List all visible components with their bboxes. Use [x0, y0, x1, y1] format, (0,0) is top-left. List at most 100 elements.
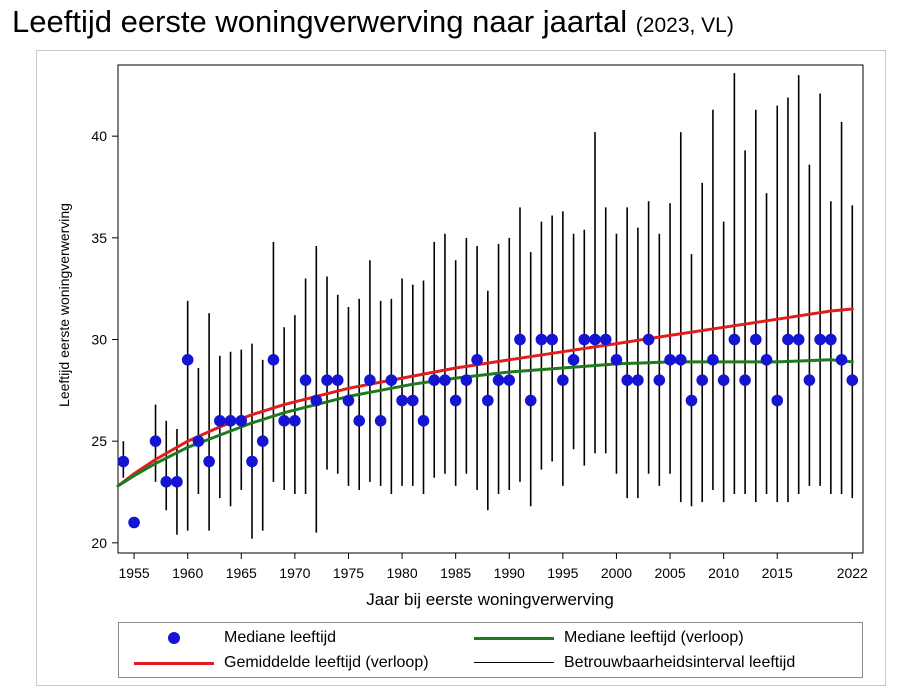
median-point: [449, 394, 462, 407]
legend-green-line-symbol: [474, 628, 554, 648]
x-tick-label: 1975: [333, 565, 364, 581]
x-tick-label: 1980: [386, 565, 417, 581]
median-point: [235, 415, 248, 427]
median-point: [782, 333, 794, 346]
median-point: [760, 354, 773, 366]
legend-black-line-symbol: [474, 653, 554, 673]
y-tick-label: 30: [91, 332, 107, 348]
median-point: [599, 333, 612, 346]
median-point: [503, 374, 516, 386]
median-point: [825, 333, 837, 346]
x-tick-label: 1970: [279, 565, 310, 581]
median-point: [546, 333, 558, 346]
median-point: [428, 374, 441, 386]
median-point: [321, 374, 333, 386]
x-tick-label: 2015: [762, 565, 793, 581]
x-axis-label: Jaar bij eerste woningverwerving: [366, 590, 614, 609]
plot-area-border: [117, 64, 864, 554]
median-point: [246, 455, 258, 468]
median-point: [396, 394, 408, 407]
median-point: [674, 354, 687, 366]
median-point: [621, 374, 633, 386]
median-point: [385, 374, 398, 386]
median-point: [192, 435, 205, 447]
median-points: [117, 333, 859, 529]
median-point: [557, 374, 569, 386]
y-tick-label: 40: [91, 128, 107, 144]
median-point: [117, 455, 130, 468]
legend-label: Mediane leeftijd: [224, 629, 337, 646]
legend-item-median-points: Mediane leeftijd: [134, 628, 336, 648]
median-point: [578, 333, 591, 346]
median-point: [181, 354, 194, 366]
median-point: [214, 415, 226, 427]
y-tick-label: 25: [91, 433, 107, 449]
median-point: [739, 374, 751, 386]
legend-label: Betrouwbaarheidsinterval leeftijd: [564, 654, 796, 671]
median-point: [567, 354, 580, 366]
median-point: [717, 374, 730, 386]
y-axis-label: Leeftijd eerste woningverwerving: [56, 203, 72, 407]
median-point: [364, 374, 376, 386]
median-point: [289, 415, 301, 427]
y-tick-label: 35: [91, 230, 107, 246]
median-point: [685, 394, 698, 407]
legend-dot-symbol: [134, 628, 214, 648]
chart-title: Leeftijd eerste woningverwerving naar ja…: [12, 4, 734, 40]
median-point: [707, 354, 719, 366]
median-point: [374, 415, 387, 427]
median-point: [439, 374, 451, 386]
median-point: [406, 394, 419, 407]
chart-frame: [36, 50, 886, 686]
x-tick-label: 1995: [547, 565, 578, 581]
median-point: [128, 516, 140, 529]
median-point: [353, 415, 365, 427]
median-point: [653, 374, 666, 386]
median-point: [482, 394, 494, 407]
median-point: [310, 394, 323, 407]
x-tick-label: 2022: [837, 565, 868, 581]
median-point: [524, 394, 537, 407]
median-point: [471, 354, 483, 366]
median-point: [460, 374, 473, 386]
median-point: [171, 476, 183, 488]
median-point: [792, 333, 805, 346]
median-point: [299, 374, 312, 386]
legend-label: Gemiddelde leeftijd (verloop): [224, 654, 429, 671]
legend-item-mean-curve: Gemiddelde leeftijd (verloop): [134, 653, 429, 673]
x-tick-label: 2000: [601, 565, 632, 581]
median-point: [417, 415, 430, 427]
median-point: [814, 333, 826, 346]
x-tick-label: 1965: [226, 565, 257, 581]
axes: 1955 1960 1965 1970 1975 1980 1985 1990 1995 2000…: [91, 128, 868, 581]
median-point: [160, 476, 173, 488]
median-point: [267, 354, 280, 366]
median-point: [642, 333, 655, 346]
legend: Mediane leeftijd Mediane leeftijd (verlo…: [118, 622, 863, 678]
median-point: [771, 394, 784, 407]
median-point: [256, 435, 269, 447]
legend-label: Mediane leeftijd (verloop): [564, 629, 744, 646]
median-point: [696, 374, 709, 386]
median-point: [224, 415, 237, 427]
legend-item-median-curve: Mediane leeftijd (verloop): [474, 628, 744, 648]
x-tick-label: 1990: [494, 565, 525, 581]
median-point: [835, 354, 848, 366]
median-point: [589, 333, 601, 346]
x-tick-label: 2010: [708, 565, 739, 581]
median-point: [278, 415, 290, 427]
x-tick-label: 1955: [119, 565, 150, 581]
confidence-intervals: [122, 73, 854, 539]
x-tick-label: 1985: [440, 565, 471, 581]
y-tick-label: 20: [91, 535, 107, 551]
chart-title-main: Leeftijd eerste woningverwerving naar ja…: [12, 4, 628, 39]
median-point: [664, 354, 676, 366]
median-point: [846, 374, 859, 386]
median-point: [492, 374, 505, 386]
median-point: [632, 374, 644, 386]
median-point: [803, 374, 816, 386]
legend-item-confidence-interval: Betrouwbaarheidsinterval leeftijd: [474, 653, 795, 673]
median-point: [728, 333, 741, 346]
x-tick-label: 2005: [654, 565, 685, 581]
